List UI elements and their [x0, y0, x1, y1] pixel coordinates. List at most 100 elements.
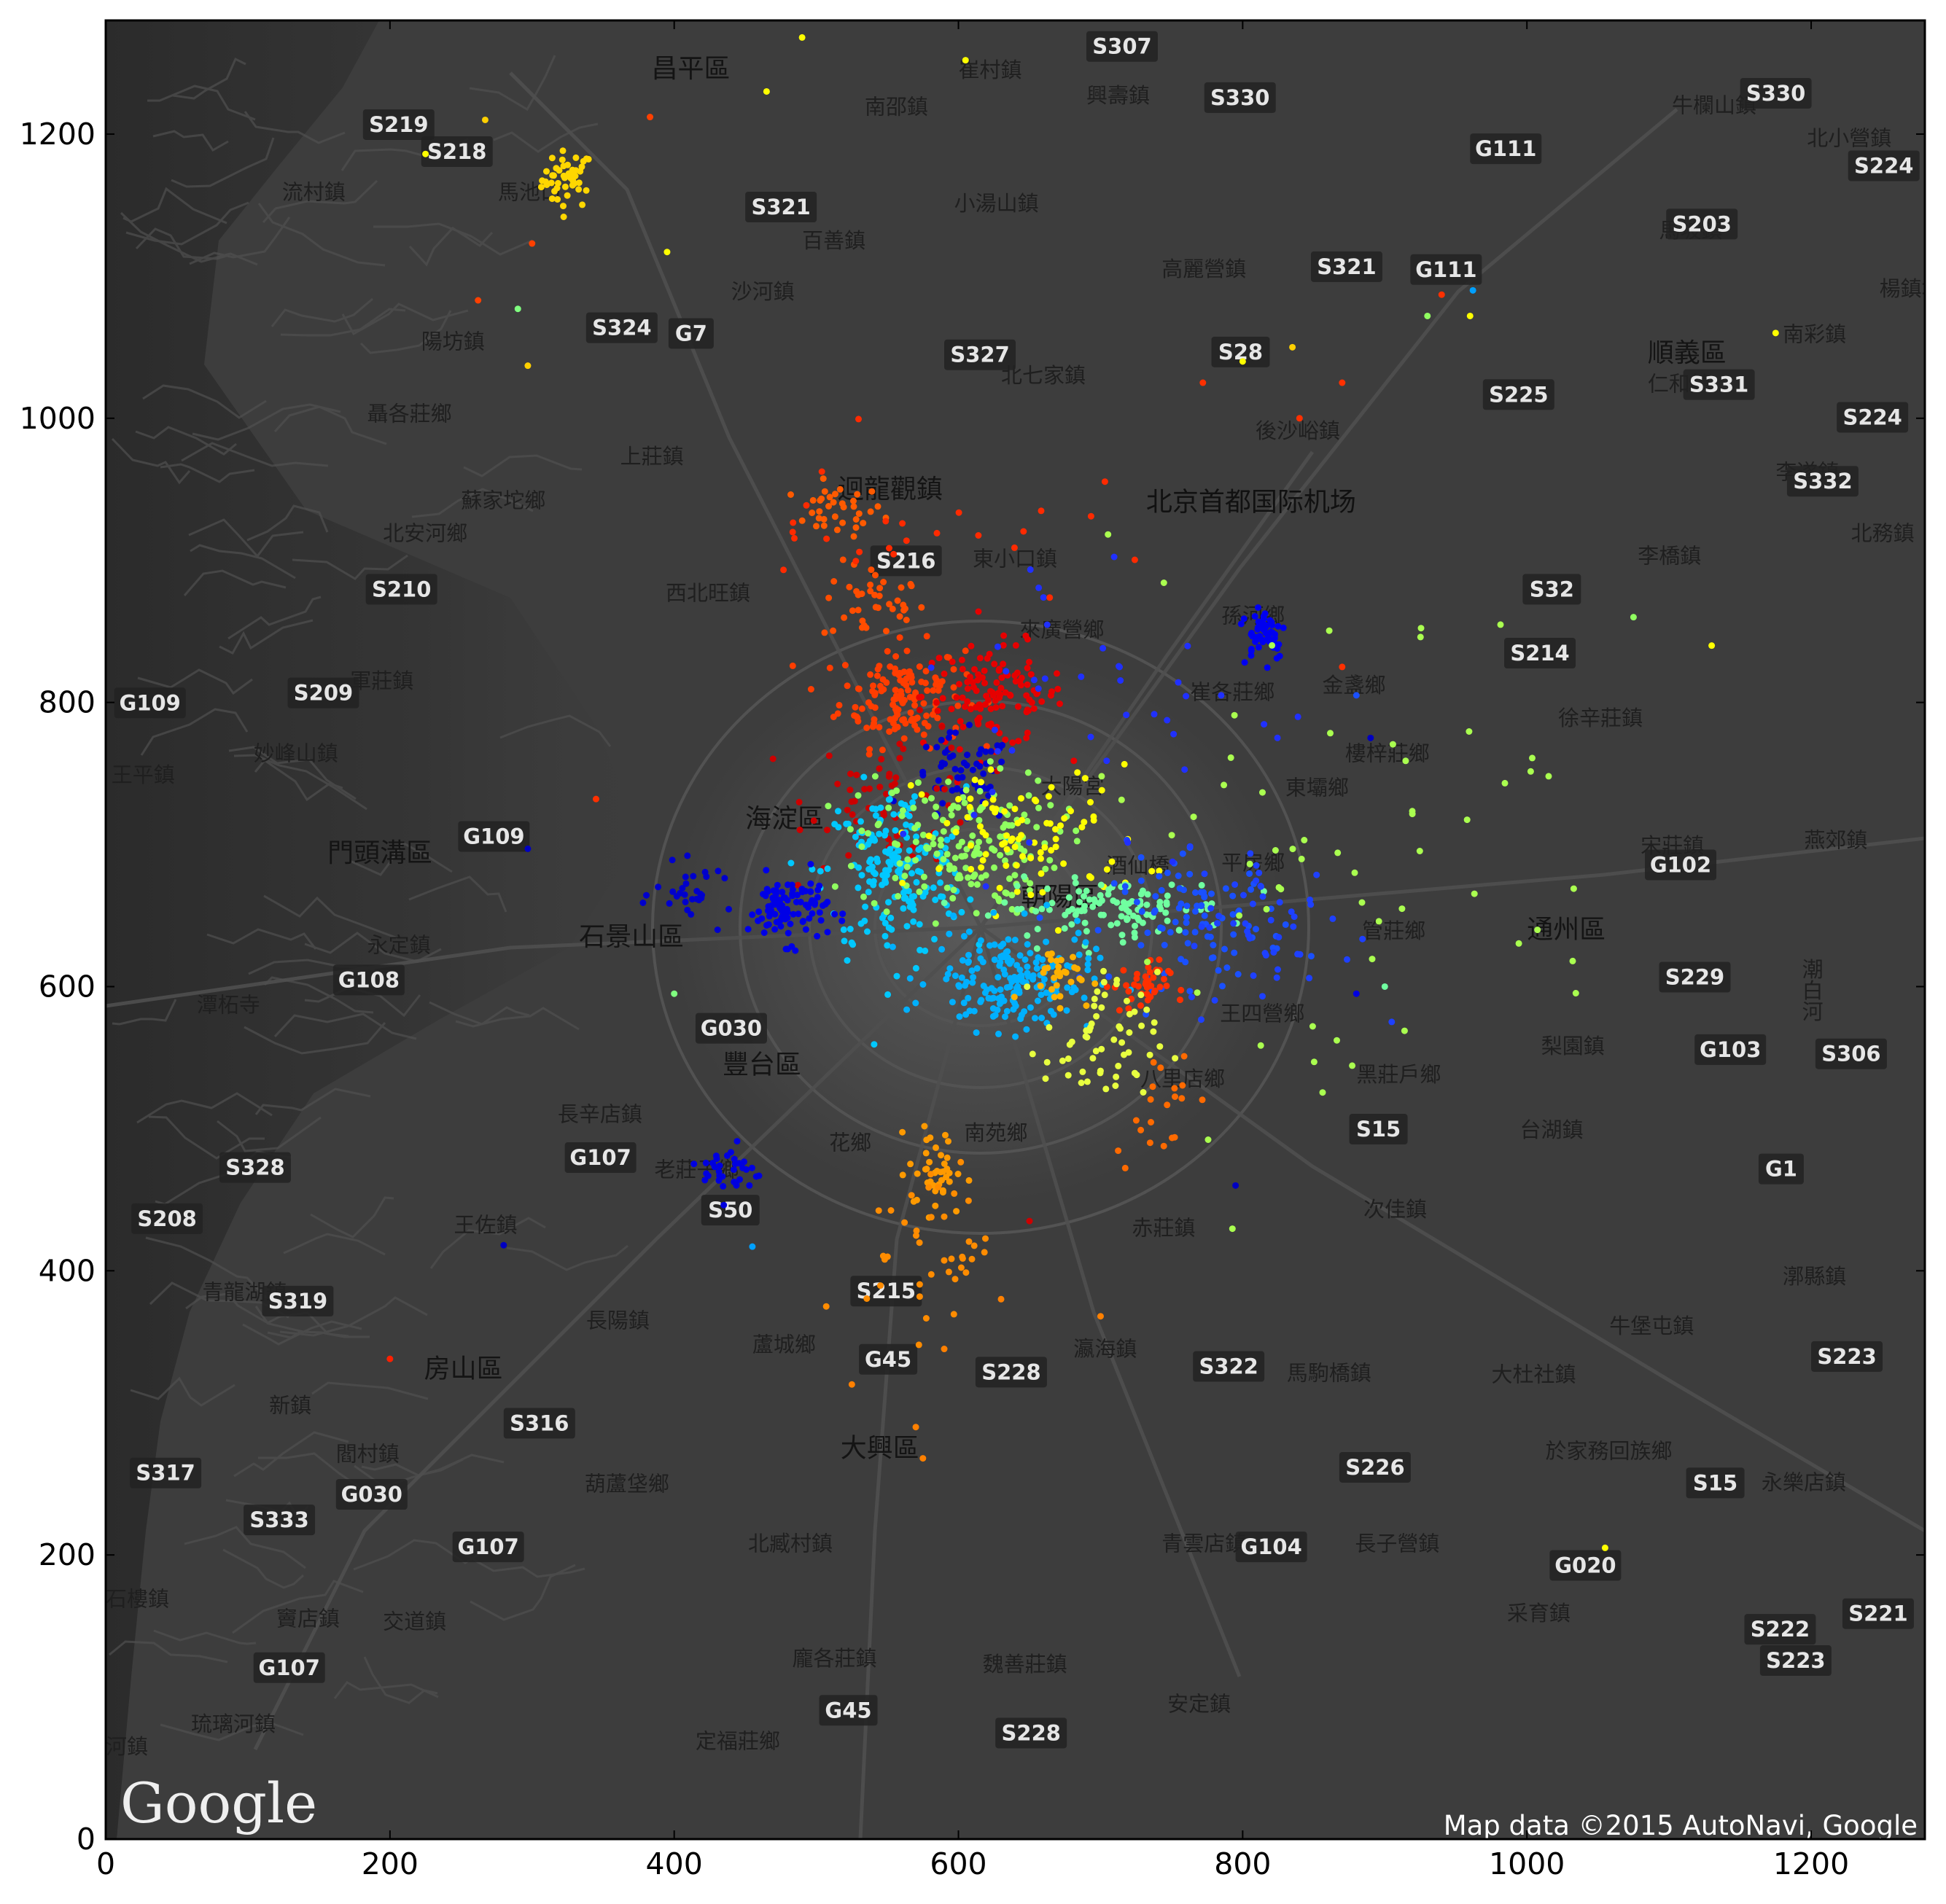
- data-point: [956, 681, 962, 687]
- data-point: [1001, 839, 1008, 846]
- data-point: [957, 717, 964, 725]
- data-point: [1116, 1007, 1123, 1014]
- data-point: [825, 803, 832, 810]
- data-point: [1229, 910, 1237, 918]
- road-shield: S224: [1848, 150, 1920, 182]
- data-point: [1249, 900, 1256, 908]
- road-label: S210: [372, 577, 431, 601]
- data-point: [1167, 929, 1174, 936]
- road-label: S228: [1002, 1720, 1061, 1745]
- road-shield: S216: [870, 545, 942, 577]
- data-point: [879, 746, 886, 754]
- data-point: [1083, 1078, 1091, 1085]
- data-point: [1032, 1015, 1038, 1022]
- data-point: [900, 735, 908, 742]
- data-point: [572, 154, 580, 161]
- data-point: [973, 910, 980, 917]
- place-label: 小湯山鎮: [954, 191, 1039, 216]
- data-point: [1240, 891, 1247, 899]
- data-point: [1048, 688, 1055, 695]
- data-point: [1144, 891, 1151, 898]
- data-point: [1097, 954, 1104, 961]
- road-label: G45: [825, 1698, 871, 1722]
- x-tick-label: 0: [96, 1846, 115, 1881]
- place-label: 長子營鎮: [1355, 1531, 1439, 1556]
- place-label: 聶各莊鄉: [367, 402, 452, 426]
- data-point: [1115, 1062, 1122, 1069]
- data-point: [1118, 796, 1125, 803]
- data-point: [1013, 888, 1021, 895]
- data-point: [1124, 839, 1132, 846]
- data-point: [1116, 1023, 1123, 1030]
- data-point: [1018, 1011, 1025, 1018]
- data-point: [813, 523, 820, 530]
- data-point: [908, 893, 916, 900]
- data-point: [1151, 1019, 1158, 1026]
- place-label: 琉璃河鎮: [191, 1712, 276, 1736]
- data-point: [1471, 890, 1478, 897]
- data-point: [1351, 869, 1358, 876]
- data-point: [1125, 1005, 1132, 1013]
- data-point: [820, 515, 828, 523]
- data-point: [959, 666, 966, 673]
- data-point: [893, 972, 900, 980]
- data-point: [1298, 855, 1305, 862]
- place-label: 流村鎮: [282, 180, 346, 205]
- y-tick-label: 800: [39, 685, 96, 720]
- data-point: [1012, 1002, 1019, 1010]
- data-point: [1063, 1007, 1070, 1014]
- data-point: [1043, 621, 1051, 628]
- road-shield: S330: [1740, 78, 1812, 109]
- road-shield: G104: [1235, 1532, 1307, 1563]
- data-point: [1087, 733, 1094, 741]
- data-point: [879, 676, 887, 683]
- data-point: [907, 580, 914, 588]
- data-point: [690, 873, 697, 880]
- data-point: [947, 805, 954, 813]
- data-point: [898, 584, 905, 591]
- data-point: [1139, 887, 1146, 894]
- data-point: [1052, 835, 1059, 843]
- data-point: [916, 1281, 923, 1288]
- data-point: [981, 679, 988, 687]
- data-point: [927, 1171, 934, 1178]
- data-point: [986, 650, 993, 658]
- data-point: [925, 845, 932, 851]
- data-point: [1018, 795, 1024, 802]
- data-point: [704, 1172, 712, 1179]
- data-point: [1326, 627, 1333, 634]
- road-shield: S224: [1837, 402, 1909, 433]
- data-point: [1469, 286, 1476, 294]
- data-point: [881, 919, 889, 926]
- data-point: [1259, 993, 1266, 1000]
- road-shield: S321: [745, 191, 817, 222]
- data-point: [982, 832, 989, 839]
- data-point: [927, 664, 935, 671]
- road-label: G108: [338, 967, 400, 992]
- data-point: [980, 983, 987, 989]
- data-point: [725, 905, 732, 913]
- data-point: [1048, 986, 1055, 993]
- data-point: [1078, 1080, 1085, 1086]
- place-label: 河鎮: [106, 1734, 148, 1759]
- road-label: G104: [1240, 1534, 1301, 1559]
- data-point: [774, 881, 781, 889]
- data-point: [1003, 1007, 1011, 1015]
- x-tick-label: 400: [646, 1846, 703, 1881]
- road-shield: G111: [1410, 254, 1482, 285]
- road-shield: S219: [362, 109, 435, 140]
- data-point: [1232, 1182, 1239, 1189]
- data-point: [977, 823, 984, 830]
- data-point: [1037, 983, 1044, 990]
- data-point: [1261, 721, 1268, 728]
- data-point: [1038, 870, 1045, 877]
- x-tick-label: 600: [930, 1846, 986, 1881]
- data-point: [1260, 615, 1267, 623]
- data-point: [824, 865, 831, 873]
- data-point: [1353, 692, 1360, 699]
- data-point: [1630, 614, 1637, 621]
- data-point: [817, 867, 824, 875]
- data-point: [702, 1159, 709, 1166]
- data-point: [787, 859, 795, 867]
- data-point: [1150, 974, 1157, 981]
